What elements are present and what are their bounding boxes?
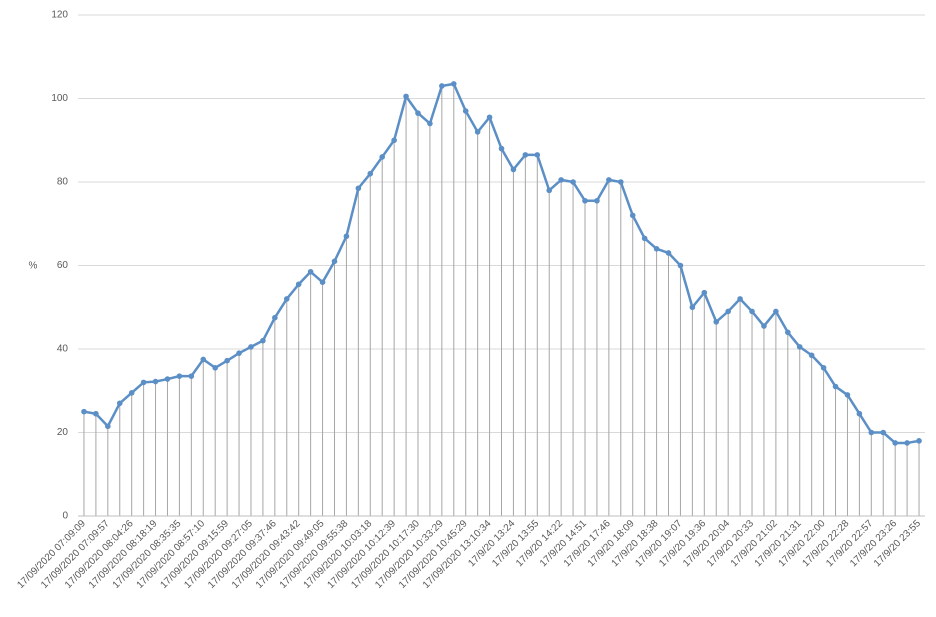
marker xyxy=(916,438,922,444)
marker xyxy=(81,408,87,415)
marker xyxy=(665,250,672,256)
marker xyxy=(164,376,171,382)
marker xyxy=(307,268,314,275)
marker xyxy=(462,108,469,114)
y-tick-label: 120 xyxy=(51,10,68,21)
marker xyxy=(880,429,887,436)
y-axis-label: % xyxy=(29,261,38,272)
marker xyxy=(355,185,362,192)
marker xyxy=(331,258,338,265)
y-tick-label: 20 xyxy=(57,427,69,438)
marker xyxy=(892,440,898,446)
marker xyxy=(844,392,851,398)
marker xyxy=(403,93,409,100)
marker xyxy=(450,81,457,87)
marker xyxy=(140,379,147,386)
marker xyxy=(224,357,230,364)
marker xyxy=(546,187,553,194)
marker xyxy=(93,410,99,417)
marker xyxy=(522,152,529,158)
marker xyxy=(820,364,827,371)
marker xyxy=(868,429,875,436)
marker xyxy=(427,120,433,127)
y-tick-label: 100 xyxy=(51,93,68,104)
marker xyxy=(260,337,266,344)
y-tick-label: 60 xyxy=(57,260,69,271)
marker xyxy=(558,177,564,183)
marker xyxy=(236,350,242,356)
marker xyxy=(749,308,755,315)
marker xyxy=(570,179,576,185)
marker xyxy=(761,323,767,329)
marker xyxy=(128,390,135,396)
marker xyxy=(176,373,183,379)
marker xyxy=(773,308,779,315)
marker xyxy=(248,344,254,350)
marker xyxy=(785,329,791,336)
marker xyxy=(641,235,648,242)
marker xyxy=(295,281,302,288)
marker xyxy=(343,233,350,240)
marker xyxy=(439,83,445,89)
marker xyxy=(212,364,218,371)
marker xyxy=(713,319,720,325)
marker xyxy=(653,246,660,252)
marker xyxy=(701,289,708,296)
marker xyxy=(200,356,207,363)
marker xyxy=(152,378,159,385)
marker xyxy=(474,129,481,135)
marker xyxy=(594,197,600,204)
marker xyxy=(379,154,386,160)
marker xyxy=(606,177,612,183)
marker xyxy=(534,152,541,158)
marker xyxy=(367,170,374,177)
marker xyxy=(796,344,803,350)
marker xyxy=(319,279,326,286)
marker xyxy=(272,314,278,321)
marker xyxy=(188,373,195,379)
marker xyxy=(904,440,910,446)
marker xyxy=(415,110,421,116)
marker xyxy=(629,212,636,219)
marker xyxy=(856,410,863,417)
marker xyxy=(689,304,696,311)
marker xyxy=(582,197,588,204)
marker xyxy=(617,179,624,185)
marker xyxy=(391,137,397,144)
marker xyxy=(283,296,290,302)
y-tick-label: 0 xyxy=(62,511,68,522)
marker xyxy=(510,166,517,173)
y-tick-label: 40 xyxy=(57,344,69,355)
marker xyxy=(832,383,839,390)
marker xyxy=(808,352,815,359)
marker xyxy=(498,145,505,152)
marker xyxy=(677,262,684,269)
y-tick-label: 80 xyxy=(57,177,69,188)
marker xyxy=(116,400,123,407)
marker xyxy=(486,114,493,121)
marker xyxy=(725,308,731,315)
marker xyxy=(737,296,743,302)
marker xyxy=(105,423,111,430)
